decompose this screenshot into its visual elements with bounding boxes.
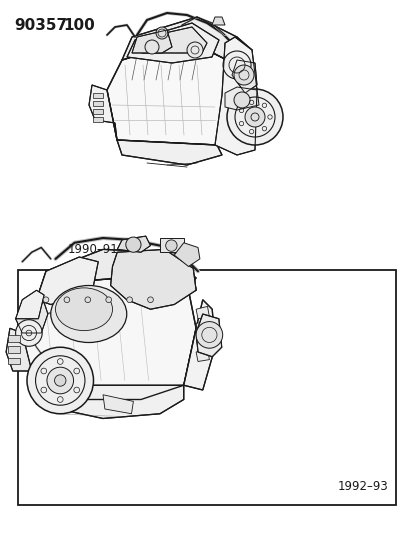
Polygon shape: [216, 37, 254, 150]
Bar: [8, 346, 20, 353]
Circle shape: [233, 92, 249, 108]
Polygon shape: [117, 255, 196, 300]
Circle shape: [47, 367, 74, 394]
Circle shape: [145, 40, 159, 54]
Bar: [93, 109, 103, 114]
Polygon shape: [110, 249, 196, 309]
Circle shape: [223, 51, 250, 79]
Circle shape: [43, 297, 49, 303]
Polygon shape: [174, 243, 199, 266]
Polygon shape: [211, 17, 224, 25]
Circle shape: [106, 297, 111, 303]
Polygon shape: [36, 249, 196, 300]
Polygon shape: [117, 236, 150, 252]
Circle shape: [85, 297, 90, 303]
Bar: [8, 358, 20, 365]
Circle shape: [233, 65, 254, 85]
Circle shape: [55, 375, 66, 386]
Text: 1990–91: 1990–91: [68, 243, 119, 256]
Polygon shape: [132, 30, 171, 53]
Polygon shape: [6, 328, 32, 371]
Polygon shape: [107, 40, 231, 145]
Polygon shape: [196, 349, 209, 361]
Polygon shape: [224, 87, 259, 110]
Polygon shape: [32, 385, 183, 418]
Text: 100: 100: [63, 18, 95, 33]
Circle shape: [16, 320, 42, 346]
Circle shape: [156, 27, 168, 39]
Polygon shape: [214, 37, 256, 155]
Bar: [159, 238, 183, 252]
Text: 90357: 90357: [14, 18, 67, 33]
Polygon shape: [196, 306, 209, 319]
Text: 1992–93: 1992–93: [337, 480, 387, 493]
Circle shape: [126, 297, 132, 303]
Circle shape: [147, 297, 153, 303]
Bar: [93, 93, 103, 98]
Polygon shape: [231, 60, 256, 93]
Bar: [93, 101, 103, 106]
Polygon shape: [16, 303, 48, 333]
Polygon shape: [142, 27, 206, 53]
Circle shape: [165, 240, 177, 251]
Circle shape: [196, 321, 222, 348]
Polygon shape: [196, 321, 209, 333]
Polygon shape: [117, 140, 221, 165]
Circle shape: [64, 297, 69, 303]
Circle shape: [27, 348, 93, 414]
Bar: [8, 335, 20, 342]
Circle shape: [226, 89, 282, 145]
Polygon shape: [89, 85, 117, 140]
Bar: [18, 270, 395, 505]
Polygon shape: [196, 314, 221, 357]
Polygon shape: [122, 17, 236, 60]
Bar: [93, 117, 103, 122]
Polygon shape: [16, 290, 44, 319]
Polygon shape: [183, 300, 215, 390]
Polygon shape: [103, 395, 133, 414]
Ellipse shape: [55, 288, 112, 330]
Circle shape: [244, 107, 264, 127]
Ellipse shape: [51, 286, 126, 343]
Polygon shape: [22, 276, 196, 400]
Circle shape: [187, 42, 202, 58]
Polygon shape: [127, 23, 218, 63]
Polygon shape: [36, 257, 98, 304]
Polygon shape: [196, 335, 209, 348]
Circle shape: [126, 237, 141, 252]
